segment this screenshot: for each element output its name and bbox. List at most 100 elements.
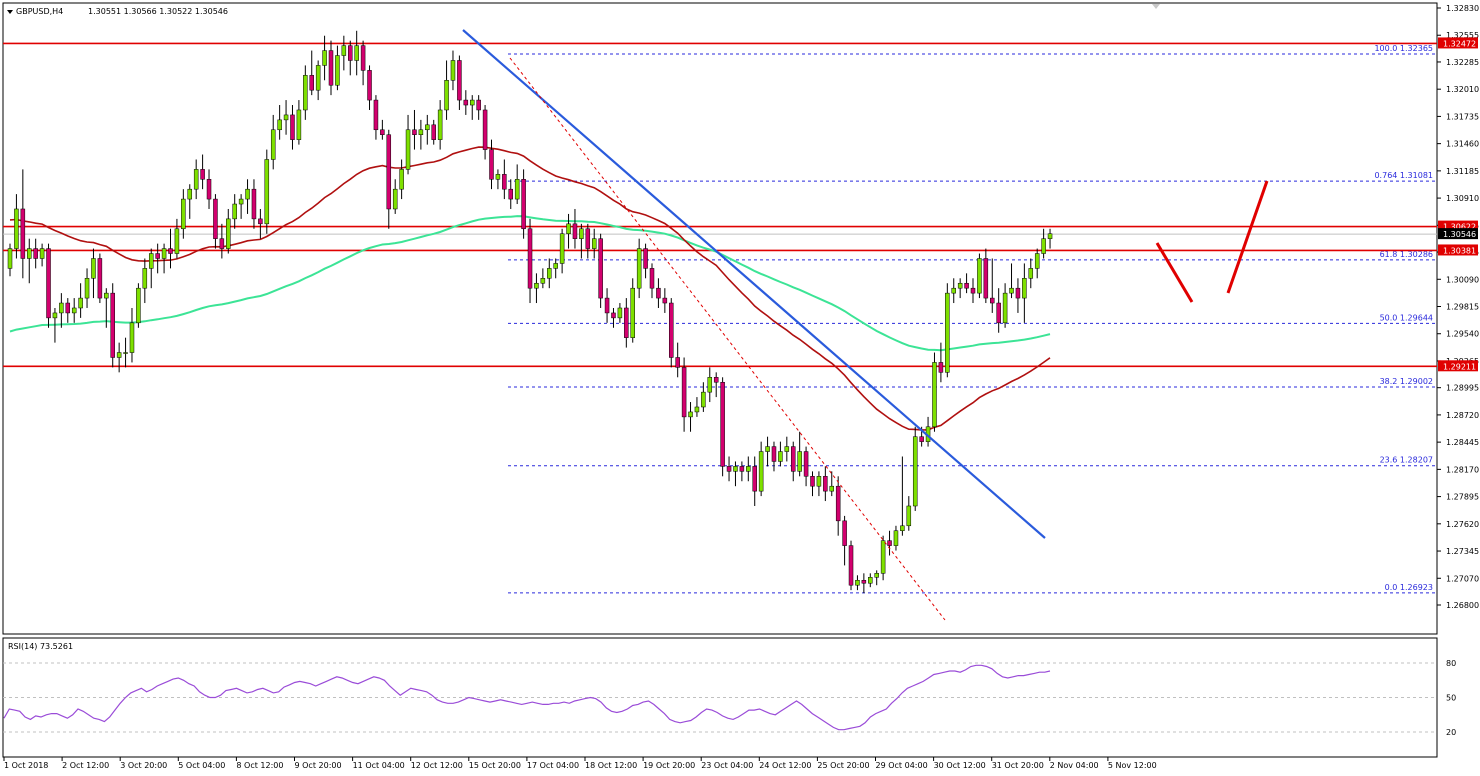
bull-candle [174, 228, 180, 254]
bull-candle [1009, 287, 1014, 294]
bear-candle [611, 312, 616, 319]
bull-candle [874, 573, 879, 578]
bear-candle [810, 476, 815, 487]
bear-candle [508, 188, 514, 200]
collapse-arrow-icon[interactable] [7, 10, 13, 14]
bear-candle [328, 50, 334, 86]
bear-candle [1015, 287, 1021, 299]
bear-candle [803, 451, 809, 477]
price-tick-label: 1.31735 [1446, 112, 1479, 121]
bull-candle [437, 109, 443, 140]
price-tick-label: 1.30910 [1446, 194, 1479, 203]
drawings[interactable] [462, 29, 1269, 621]
bull-candle [232, 203, 237, 220]
bear-candle [65, 302, 71, 314]
bull-candle [444, 80, 449, 111]
bull-candle [7, 248, 13, 269]
bull-candle [469, 99, 475, 106]
bull-candle [341, 45, 347, 56]
bull-candle [283, 114, 289, 121]
price-tick-label: 1.28995 [1446, 384, 1479, 393]
ohlc-label: 1.30551 1.30566 1.30522 1.30546 [88, 7, 228, 16]
price-tag-label: 1.29211 [1443, 362, 1476, 371]
price-tick-label: 1.26800 [1446, 601, 1479, 610]
main-pane [2, 2, 1438, 635]
bull-candle [270, 129, 276, 160]
trendline [462, 29, 1046, 539]
price-tag [1438, 220, 1478, 232]
bear-candle [373, 99, 379, 131]
bull-candle [579, 228, 584, 239]
fibonacci-levels[interactable]: 100.0 1.32365 0.764 1.31081 61.8 1.30286 50… [508, 44, 1437, 594]
bull-candle [906, 505, 912, 527]
bull-candle [707, 377, 713, 393]
time-tick-label: 11 Oct 04:00 [353, 761, 405, 770]
time-tick-label: 1 Oct 2018 [4, 761, 48, 770]
bear-candle [380, 129, 385, 135]
price-tick-label: 1.32285 [1446, 58, 1479, 67]
bull-candle [315, 65, 321, 91]
bear-candle [431, 124, 436, 140]
rsi-line [3, 664, 1051, 731]
bull-candle [245, 188, 250, 200]
bear-candle [919, 436, 924, 442]
bear-candle [681, 367, 687, 418]
bear-candle [200, 169, 205, 180]
price-tick-label: 1.31185 [1446, 167, 1479, 176]
current-price-label: 1.30546 [1443, 230, 1476, 239]
time-tick-label: 9 Oct 20:00 [295, 761, 342, 770]
bull-candle [977, 258, 982, 294]
bull-candle [797, 451, 802, 472]
bear-candle [771, 446, 777, 462]
bull-candle [758, 451, 764, 492]
bear-candle [938, 362, 944, 373]
bull-candle [392, 188, 398, 210]
bull-candle [425, 124, 430, 131]
projection-up-line [1226, 180, 1269, 294]
bear-candle [662, 297, 668, 304]
bull-candle [630, 287, 635, 338]
bull-candle [1028, 268, 1034, 279]
bear-candle [502, 174, 507, 190]
bear-candle [110, 292, 115, 358]
bull-candle [534, 282, 539, 289]
price-tick-label: 1.31460 [1446, 140, 1479, 149]
price-tag-label: 1.30381 [1443, 246, 1476, 255]
bull-candle [951, 287, 956, 294]
bear-candle [360, 45, 366, 71]
bear-candle [290, 114, 295, 140]
time-tick-label: 2 Oct 12:00 [62, 761, 109, 770]
bull-candle [450, 60, 456, 81]
time-tick-label: 31 Oct 20:00 [992, 761, 1044, 770]
bull-candle [733, 466, 738, 472]
rsi-level-label: 20 [1446, 728, 1456, 737]
bear-candle [823, 476, 828, 492]
fib-level-label: 0.764 1.31081 [1374, 171, 1433, 180]
bull-candle [59, 302, 64, 314]
symbol-label: GBPUSD,H4 [16, 7, 63, 16]
time-tick-label: 30 Oct 12:00 [934, 761, 986, 770]
bull-candle [1034, 253, 1040, 269]
price-tick-label: 1.28170 [1446, 465, 1479, 474]
price-tick-label: 1.27895 [1446, 493, 1479, 502]
time-tick-label: 23 Oct 04:00 [701, 761, 753, 770]
rsi-level-label: 80 [1446, 659, 1456, 668]
bull-candle [701, 391, 706, 408]
bear-candle [990, 297, 995, 304]
bear-candle [656, 287, 661, 299]
price-tick-label: 1.32010 [1446, 85, 1479, 94]
horizontal-lines[interactable]: 1.32472 1.30622 1.30381 1.29211 1.30546 [3, 37, 1478, 372]
bull-candle [264, 159, 270, 225]
bear-candle [970, 287, 976, 294]
fib-level-label: 38.2 1.29002 [1380, 377, 1433, 386]
bear-candle [887, 540, 892, 546]
bull-candle [746, 466, 751, 472]
bull-candle [912, 436, 918, 507]
bull-candle [893, 530, 899, 546]
price-tick-label: 1.32555 [1446, 31, 1479, 40]
shift-marker-icon[interactable] [1152, 4, 1160, 9]
time-tick-label: 8 Oct 12:00 [236, 761, 283, 770]
bear-candle [482, 109, 488, 150]
price-tag [1438, 244, 1478, 256]
